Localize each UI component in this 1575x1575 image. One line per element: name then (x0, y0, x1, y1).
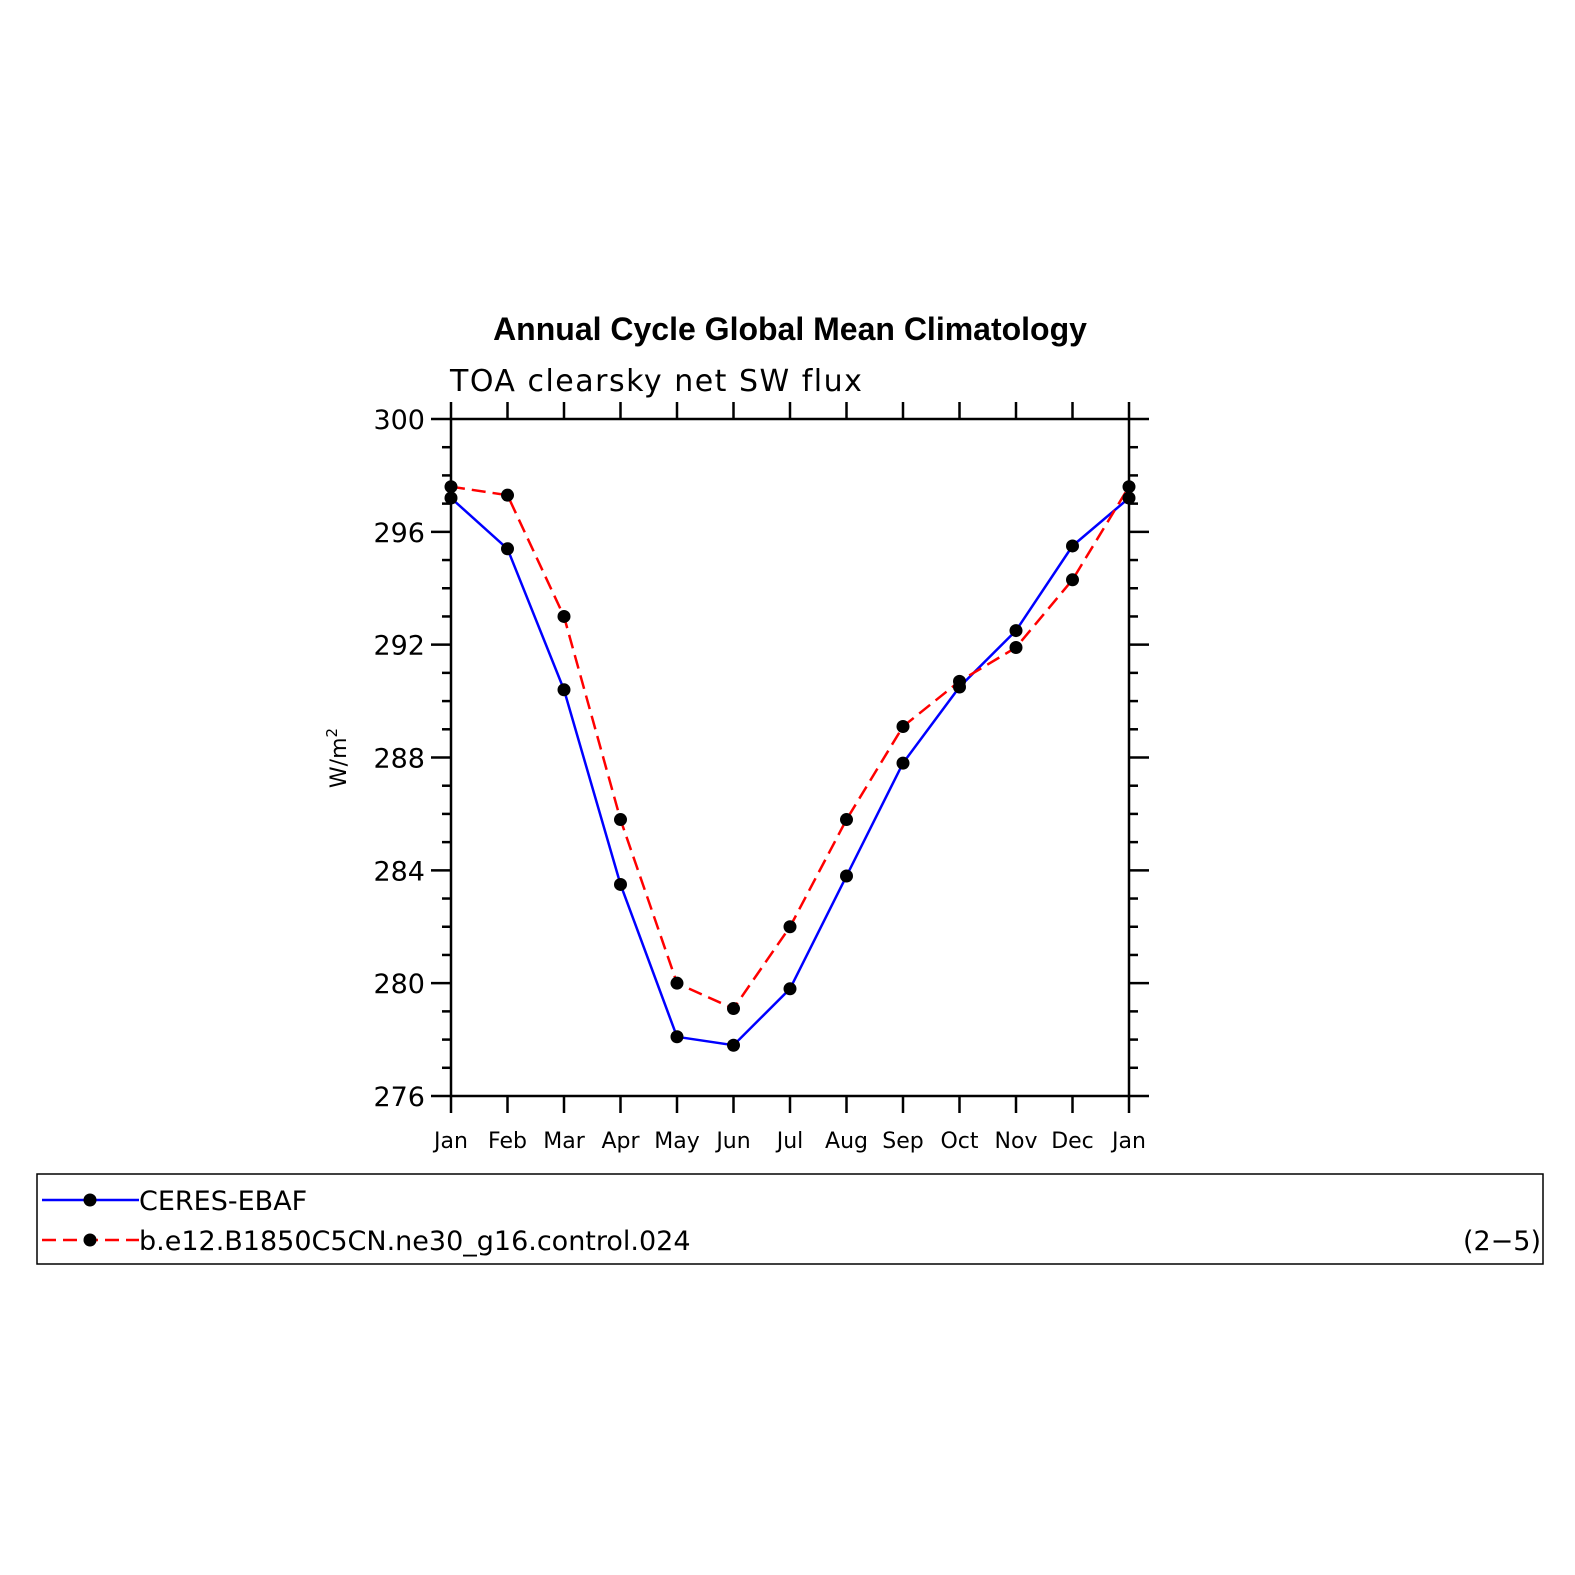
x-tick-label: May (654, 1129, 699, 1154)
legend-item-1: b.e12.B1850C5CN.ne30_g16.control.024 (42, 1226, 691, 1257)
series-0-point (727, 1038, 740, 1052)
series-1-point (840, 813, 853, 827)
series-0-point (1066, 539, 1079, 553)
series-0-point (783, 982, 797, 996)
x-tick-label: Oct (940, 1129, 978, 1154)
series-1-point (727, 1002, 740, 1016)
series-1-point (557, 609, 571, 623)
y-tick-label: 276 (373, 1082, 425, 1113)
legend-items: CERES-EBAF b.e12.B1850C5CN.ne30_g16.contr… (42, 1186, 691, 1257)
x-tick-label: Sep (882, 1129, 923, 1154)
y-axis-label-text: W/m (327, 737, 352, 788)
x-tick-label: Jan (432, 1129, 468, 1154)
y-tick-label: 300 (373, 405, 425, 436)
x-tick-label: Jan (1110, 1129, 1146, 1154)
x-tick-label: Feb (488, 1129, 527, 1154)
y-tick-label: 284 (373, 856, 425, 887)
series-0-point (614, 877, 627, 891)
legend-marker-1 (83, 1233, 97, 1247)
y-tick-labels: 276 280 284 288 292 296 300 (373, 405, 425, 1113)
series-1-point (896, 719, 910, 733)
series-1-point (501, 488, 514, 502)
x-tick-label: Mar (543, 1129, 585, 1154)
series-0-point (557, 683, 571, 697)
series-0-point (840, 869, 853, 883)
series-0-point (670, 1030, 684, 1044)
series-0-point (501, 542, 514, 556)
series-1-point (783, 920, 797, 934)
series-0-point (1009, 624, 1023, 638)
legend-marker-0 (83, 1193, 97, 1207)
plot-frame (449, 417, 1131, 1098)
y-tick-label: 288 (373, 744, 425, 775)
x-tick-labels: Jan Feb Mar Apr May Jun Jul Aug Sep Oct Nov Dec Jan (432, 1129, 1146, 1154)
y-axis-label: W/m2 (323, 728, 352, 788)
series-1-point (670, 976, 684, 990)
legend-label-0: CERES-EBAF (139, 1186, 307, 1217)
legend-label-1: b.e12.B1850C5CN.ne30_g16.control.024 (139, 1226, 691, 1257)
legend: CERES-EBAF b.e12.B1850C5CN.ne30_g16.contr… (36, 1173, 1544, 1265)
x-tick-label: Apr (601, 1129, 640, 1154)
page-label: (2−5) (1463, 1226, 1541, 1257)
series-line-0 (450, 497, 1130, 1047)
y-tick-label: 296 (373, 518, 425, 549)
legend-item-0: CERES-EBAF (42, 1186, 307, 1217)
series-1-point (1066, 573, 1079, 587)
y-axis-label-superscript: 2 (323, 728, 341, 738)
chart-title: Annual Cycle Global Mean Climatology (493, 311, 1087, 347)
y-tick-label: 292 (373, 631, 425, 662)
series-1-point (953, 674, 966, 688)
x-tick-label: Nov (995, 1129, 1038, 1154)
y-tick-label: 280 (373, 969, 425, 1000)
chart-subtitle: TOA clearsky net SW flux (449, 364, 863, 399)
x-tick-label: Dec (1051, 1129, 1094, 1154)
x-tick-label: Jul (775, 1129, 804, 1154)
legend-box (36, 1173, 1544, 1265)
x-tick-label: Jun (714, 1129, 750, 1154)
axis-ticks (431, 402, 1149, 1113)
series-layer (444, 480, 1136, 1052)
x-tick-label: Aug (825, 1129, 868, 1154)
series-1-point (1009, 640, 1023, 654)
series-0-point (896, 756, 910, 770)
series-1-point (614, 813, 627, 827)
